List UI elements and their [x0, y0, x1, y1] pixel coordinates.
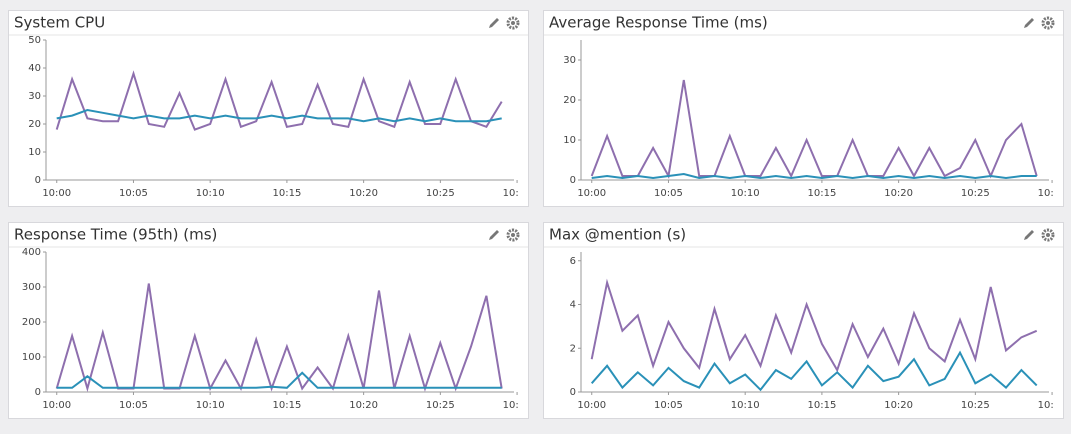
- widget-title: System CPU: [14, 14, 105, 32]
- y-tick-label: 0: [570, 387, 576, 398]
- y-tick-label: 0: [35, 175, 41, 186]
- widget-title: Max @mention (s): [549, 226, 686, 244]
- x-tick-label: 10:10: [731, 400, 760, 411]
- edit-icon[interactable]: [1024, 18, 1034, 28]
- y-tick-label: 300: [22, 282, 41, 293]
- settings-icon[interactable]: [506, 16, 520, 30]
- y-tick-label: 20: [28, 119, 41, 130]
- x-tick-label: 10:30: [1038, 188, 1067, 199]
- x-tick-label: 10:15: [272, 400, 301, 411]
- widget-frame: [543, 222, 1064, 419]
- series-line: [55, 70, 503, 131]
- x-tick-label: 10:10: [731, 188, 760, 199]
- x-tick-label: 10:00: [577, 188, 606, 199]
- x-tick-label: 10:00: [577, 400, 606, 411]
- edit-icon[interactable]: [489, 230, 499, 240]
- x-ticks: 10:00 10:05 10:10 10:15 10:20 10:25 10:30: [577, 392, 1067, 411]
- x-tick-label: 10:05: [654, 400, 683, 411]
- x-tick-label: 10:20: [884, 188, 913, 199]
- series-line: [56, 371, 502, 389]
- series-line: [591, 172, 1037, 180]
- settings-icon-hub: [511, 233, 515, 237]
- x-tick-label: 10:00: [42, 400, 71, 411]
- y-tick-label: 200: [22, 317, 41, 328]
- y-tick-label: 10: [563, 135, 576, 146]
- y-tick-label: 2: [570, 343, 576, 354]
- y-tick-label: 30: [563, 55, 576, 66]
- settings-icon-shape: [506, 228, 520, 242]
- x-ticks: 10:00 10:05 10:10 10:15 10:20 10:25 10:30: [42, 180, 532, 199]
- settings-icon[interactable]: [506, 228, 520, 242]
- y-tick-label: 100: [22, 352, 41, 363]
- edit-icon[interactable]: [489, 18, 499, 28]
- x-tick-label: 10:25: [426, 400, 455, 411]
- settings-icon-hub: [1046, 21, 1050, 25]
- x-tick-label: 10:20: [884, 400, 913, 411]
- widget-title: Response Time (95th) (ms): [14, 226, 217, 244]
- x-tick-label: 10:25: [961, 188, 990, 199]
- series-line: [590, 350, 1038, 392]
- x-tick-label: 10:10: [196, 400, 225, 411]
- widget: System CPU 0 10 20 30 40 50 10:00 10:05 10:10 10:1…: [8, 10, 532, 207]
- x-ticks: 10:00 10:05 10:10 10:15 10:20 10:25 10:30: [42, 392, 532, 411]
- x-tick-label: 10:05: [119, 400, 148, 411]
- x-tick-label: 10:05: [654, 188, 683, 199]
- widget: Max @mention (s) 0 2 4 6 10:00 10:05 10:10 10:15…: [543, 222, 1067, 419]
- settings-icon-shape: [1041, 16, 1055, 30]
- x-tick-label: 10:10: [196, 188, 225, 199]
- settings-icon[interactable]: [1041, 16, 1055, 30]
- series-line: [56, 108, 502, 123]
- y-tick-label: 4: [570, 300, 576, 311]
- edit-icon-shape: [489, 230, 499, 240]
- y-tick-label: 10: [28, 147, 41, 158]
- widget-frame: [8, 222, 529, 419]
- y-tick-label: 0: [35, 387, 41, 398]
- x-tick-label: 10:00: [42, 188, 71, 199]
- x-tick-label: 10:05: [119, 188, 148, 199]
- edit-icon-shape: [1024, 18, 1034, 28]
- x-tick-label: 10:30: [503, 400, 532, 411]
- settings-icon-hub: [511, 21, 515, 25]
- widget-frame: [543, 10, 1064, 207]
- edit-icon-shape: [1024, 230, 1034, 240]
- edit-icon-shape: [489, 18, 499, 28]
- x-tick-label: 10:15: [807, 400, 836, 411]
- widget-title: Average Response Time (ms): [549, 14, 768, 32]
- y-tick-label: 0: [570, 175, 576, 186]
- x-tick-label: 10:30: [1038, 400, 1067, 411]
- edit-icon[interactable]: [1024, 230, 1034, 240]
- x-tick-label: 10:20: [349, 188, 378, 199]
- x-tick-label: 10:15: [807, 188, 836, 199]
- series-line: [590, 79, 1038, 180]
- y-tick-label: 40: [28, 63, 41, 74]
- y-tick-label: 50: [28, 35, 41, 46]
- x-tick-label: 10:20: [349, 400, 378, 411]
- series-line: [590, 278, 1038, 373]
- widget: Response Time (95th) (ms) 0 100 200 300 400 10…: [8, 222, 532, 419]
- x-tick-label: 10:25: [426, 188, 455, 199]
- y-tick-label: 400: [22, 247, 41, 258]
- x-ticks: 10:00 10:05 10:10 10:15 10:20 10:25 10:30: [577, 180, 1067, 199]
- settings-icon-hub: [1046, 233, 1050, 237]
- y-tick-label: 6: [570, 256, 576, 267]
- y-tick-label: 20: [563, 95, 576, 106]
- settings-icon-shape: [506, 16, 520, 30]
- widget-frame: [8, 10, 529, 207]
- y-tick-label: 30: [28, 91, 41, 102]
- x-tick-label: 10:15: [272, 188, 301, 199]
- x-tick-label: 10:25: [961, 400, 990, 411]
- x-tick-label: 10:30: [503, 188, 532, 199]
- settings-icon[interactable]: [1041, 228, 1055, 242]
- settings-icon-shape: [1041, 228, 1055, 242]
